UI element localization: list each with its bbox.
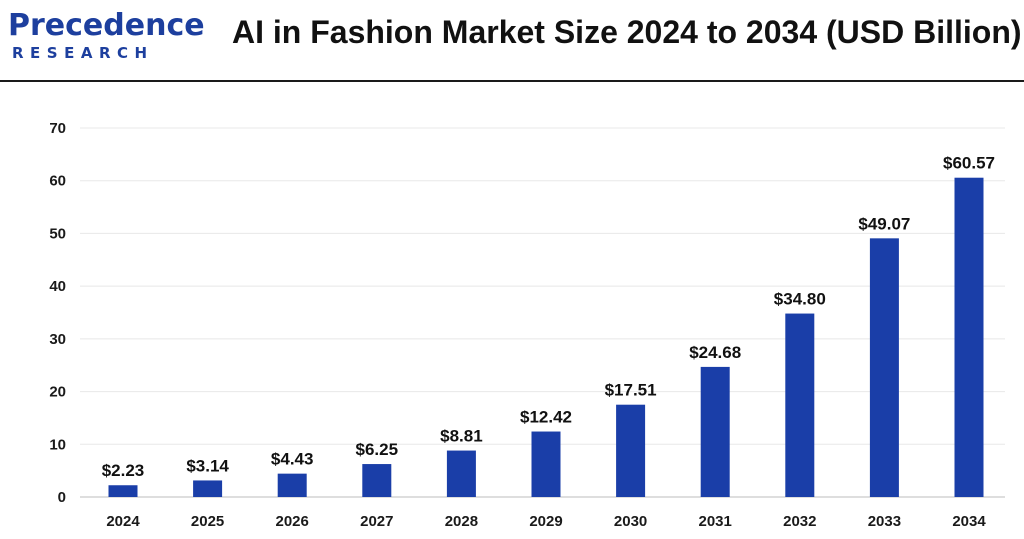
bar [954,177,984,497]
data-label: $49.07 [858,214,910,233]
bar [531,431,561,497]
data-label: $24.68 [689,343,741,362]
x-tick-label: 2030 [614,513,647,530]
y-tick-label: 70 [49,120,66,137]
bar [193,480,223,497]
brand-logo: Precedence RESEARCH [8,8,205,62]
x-tick-label: 2031 [699,513,732,530]
bar [785,313,815,497]
data-label: $3.14 [186,456,229,475]
y-tick-label: 40 [49,278,66,295]
data-label: $2.23 [102,461,145,480]
header: Precedence RESEARCH AI in Fashion Market… [0,0,1024,80]
y-tick-label: 0 [58,489,66,506]
bar [108,485,138,497]
x-tick-label: 2024 [106,513,140,530]
x-tick-label: 2026 [276,513,309,530]
data-label: $6.25 [356,440,399,459]
bar [362,464,392,497]
x-tick-label: 2025 [191,513,224,530]
data-label: $34.80 [774,290,826,309]
data-label: $12.42 [520,408,572,427]
y-tick-label: 60 [49,173,66,190]
y-tick-label: 20 [49,384,66,401]
logo-name-bottom: RESEARCH [12,44,154,62]
x-tick-label: 2033 [868,513,901,530]
bar [446,450,476,497]
data-label: $17.51 [605,381,657,400]
bar [869,238,899,497]
logo-name-top: Precedence [8,8,205,43]
data-label: $4.43 [271,450,314,469]
data-label: $8.81 [440,427,483,446]
x-tick-label: 2027 [360,513,393,530]
y-tick-label: 50 [49,225,66,242]
bar [700,366,730,497]
x-tick-label: 2029 [529,513,562,530]
y-tick-label: 30 [49,331,66,348]
x-tick-label: 2028 [445,513,478,530]
x-tick-label: 2034 [952,513,986,530]
y-tick-label: 10 [49,436,66,453]
data-label: $60.57 [943,154,995,173]
x-tick-label: 2032 [783,513,816,530]
bar [616,404,646,497]
bar [277,473,307,497]
header-divider [0,80,1024,82]
chart-title: AI in Fashion Market Size 2024 to 2034 (… [232,14,1022,50]
